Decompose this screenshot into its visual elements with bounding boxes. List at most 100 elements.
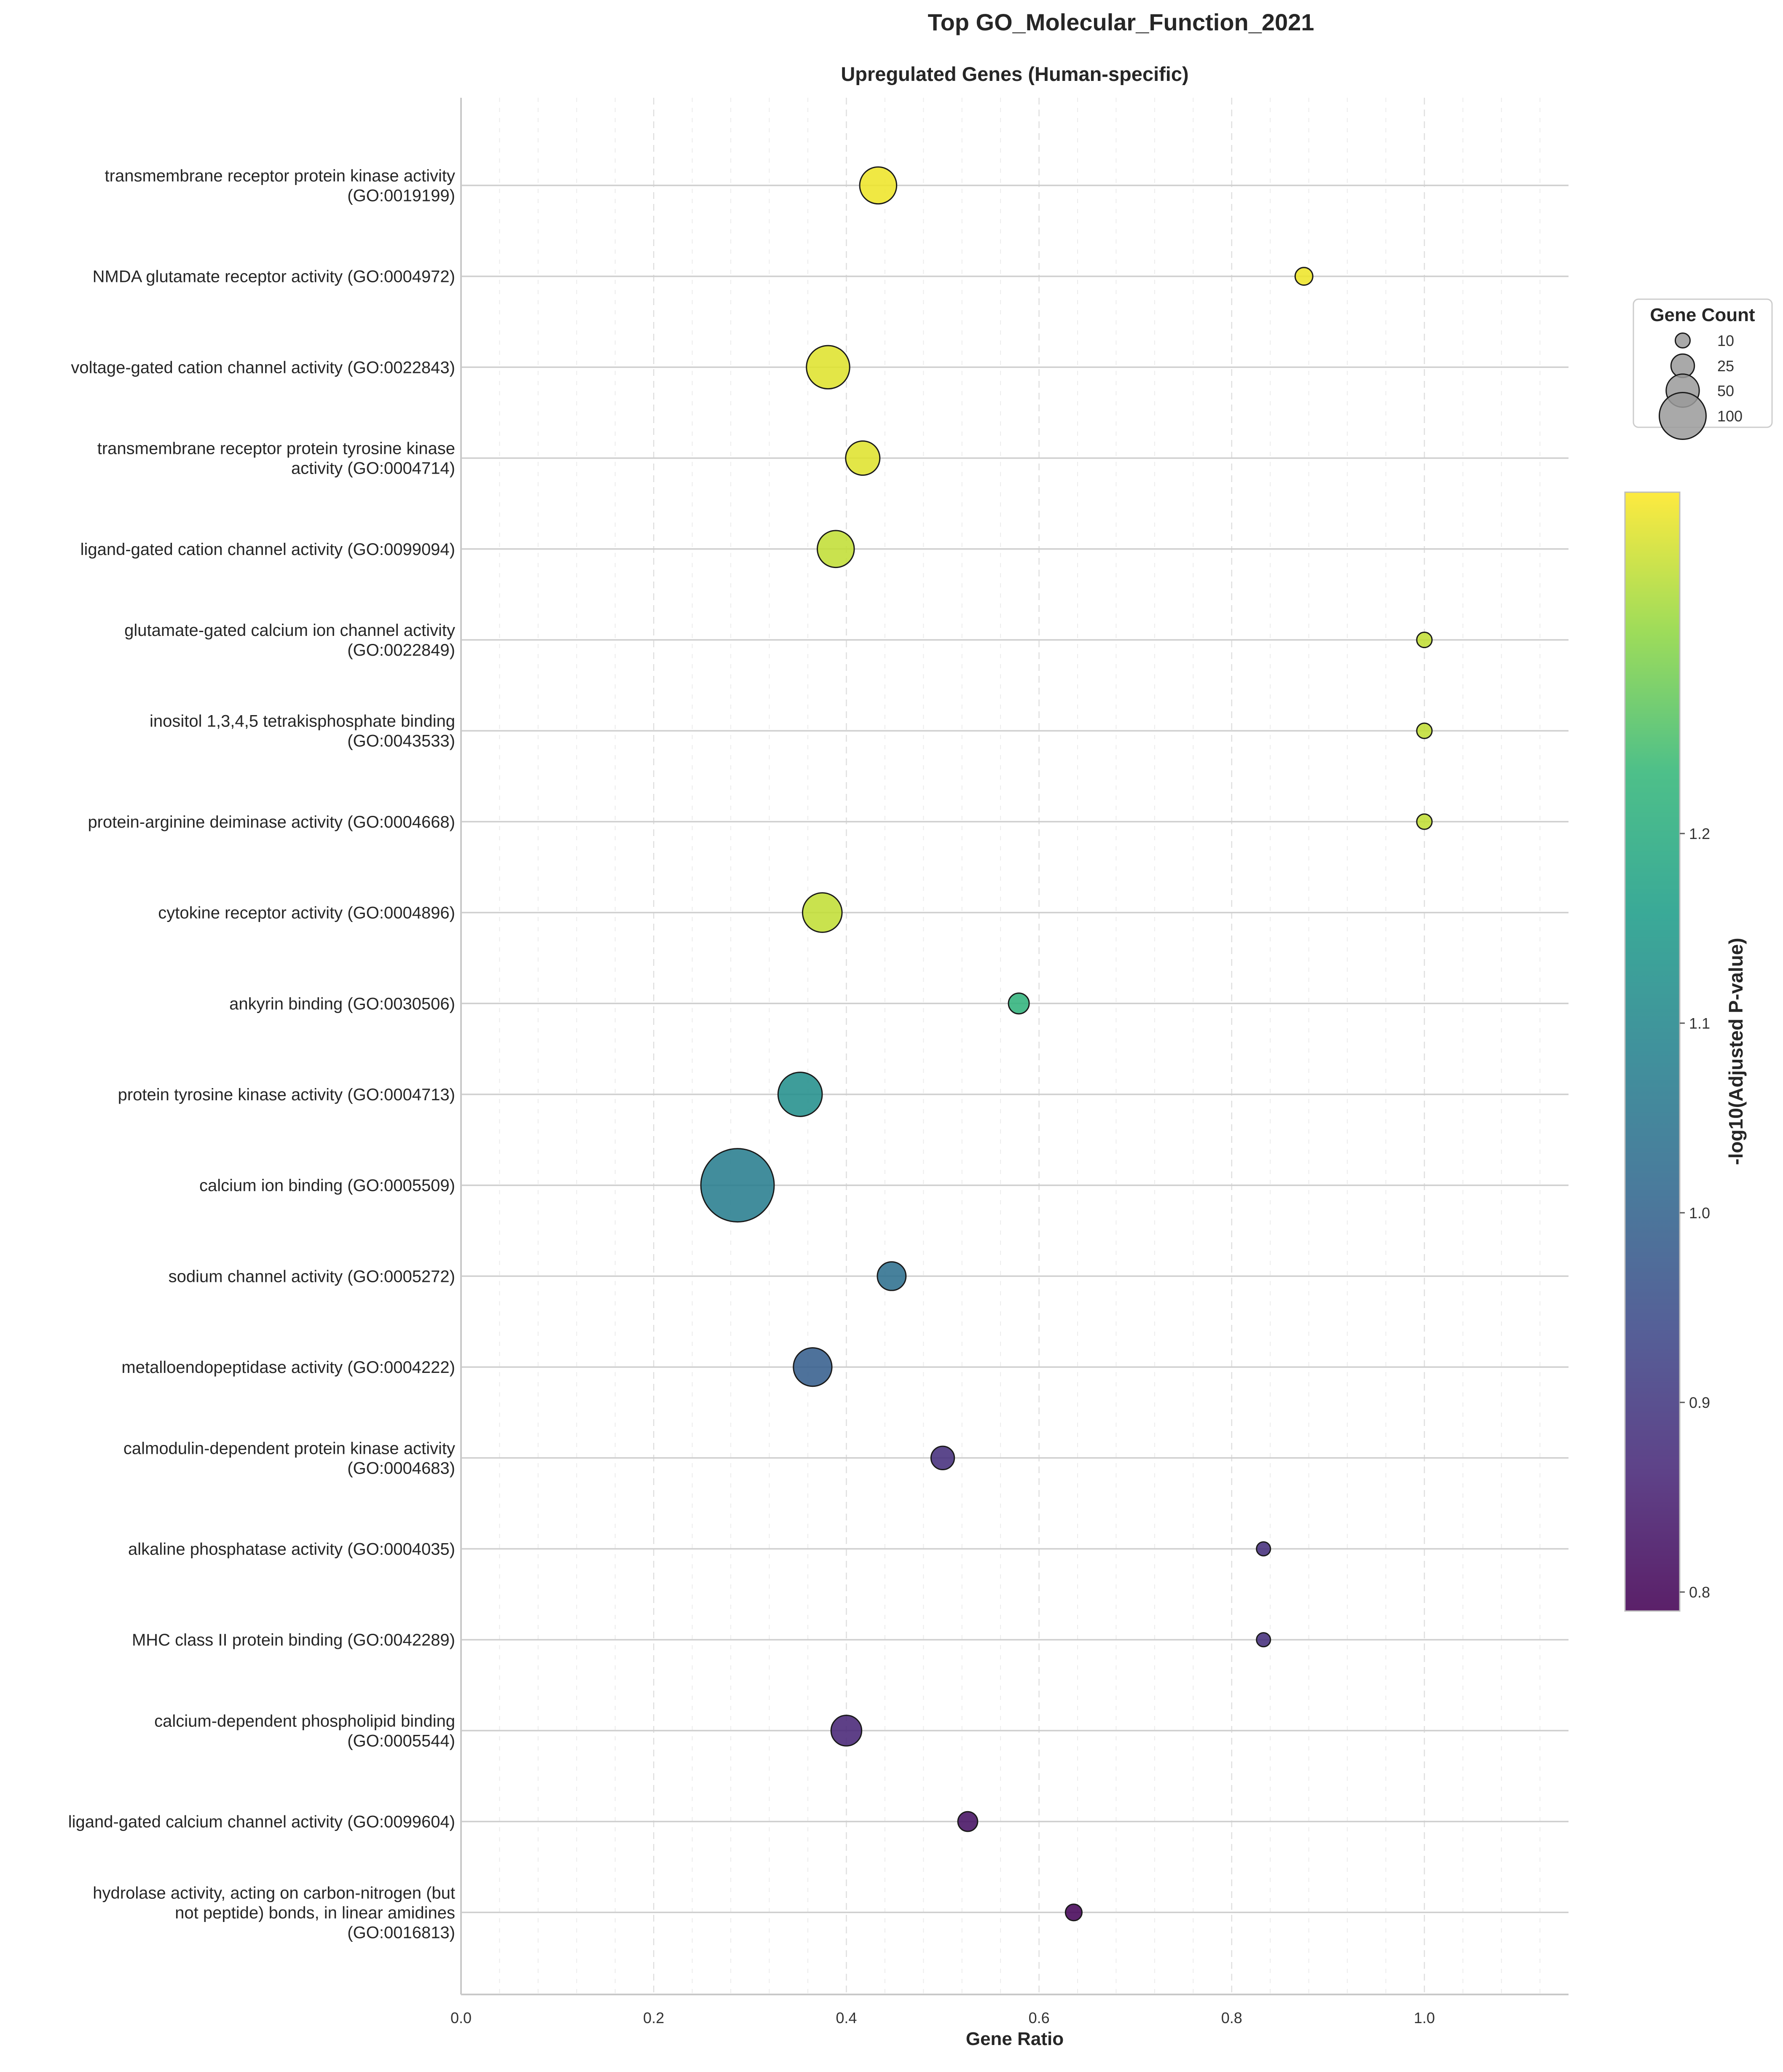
y-category-label-line: not peptide) bonds, in linear amidines: [175, 1903, 455, 1922]
y-category-label-line: calmodulin-dependent protein kinase acti…: [123, 1439, 455, 1458]
data-point: [777, 1072, 823, 1117]
size-legend-label: 50: [1717, 382, 1734, 399]
y-category-label-line: ankyrin binding (GO:0030506): [229, 994, 455, 1013]
data-point: [793, 1347, 833, 1387]
y-category-label-line: transmembrane receptor protein tyrosine …: [97, 440, 455, 458]
y-category-label: ankyrin binding (GO:0030506): [229, 994, 455, 1013]
y-category-label-line: metalloendopeptidase activity (GO:000422…: [121, 1358, 455, 1377]
y-category-label-line: MHC class II protein binding (GO:0042289…: [132, 1631, 455, 1649]
y-category-label-line: inositol 1,3,4,5 tetrakisphosphate bindi…: [150, 712, 455, 731]
y-category-label: metalloendopeptidase activity (GO:000422…: [121, 1358, 455, 1377]
data-point: [1256, 1632, 1271, 1648]
major-gridlines: [653, 98, 1425, 1994]
y-category-label-line: hydrolase activity, acting on carbon-nit…: [93, 1884, 455, 1902]
y-category-label: calcium ion binding (GO:0005509): [199, 1177, 455, 1195]
data-point: [1416, 631, 1433, 649]
colorbar: [1624, 491, 1681, 1612]
y-category-label-line: (GO:0005544): [347, 1732, 455, 1750]
size-legend-title: Gene Count: [1650, 305, 1755, 325]
y-category-label-line: (GO:0022849): [347, 641, 455, 659]
y-category-label-line: transmembrane receptor protein kinase ac…: [105, 167, 455, 185]
minor-gridlines: [499, 98, 1541, 1994]
chart-subtitle: Upregulated Genes (Human-specific): [841, 63, 1188, 85]
x-tick-label: 0.6: [1029, 2009, 1050, 2026]
x-tick-labels: 0.0 0.2 0.4 0.6 0.8 1.0: [450, 2009, 1435, 2026]
y-category-label: ligand-gated cation channel activity (GO…: [80, 540, 455, 559]
y-category-label-line: protein-arginine deiminase activity (GO:…: [88, 813, 455, 831]
y-category-label: voltage-gated cation channel activity (G…: [71, 358, 455, 377]
y-category-label-line: ligand-gated calcium channel activity (G…: [68, 1813, 455, 1831]
y-category-label: protein tyrosine kinase activity (GO:000…: [118, 1086, 455, 1104]
y-category-label-line: (GO:0004683): [347, 1459, 455, 1477]
y-category-label-line: sodium channel activity (GO:0005272): [169, 1267, 455, 1286]
data-point: [830, 1715, 863, 1747]
data-point: [1294, 267, 1314, 286]
y-category-label: transmembrane receptor protein kinase ac…: [105, 167, 455, 205]
data-point: [957, 1811, 979, 1832]
data-point: [1064, 1903, 1083, 1922]
colorbar-tick-label: 1.2: [1689, 825, 1710, 842]
row-lines: [461, 185, 1569, 1914]
colorbar-tick-label: 1.0: [1689, 1204, 1710, 1222]
size-legend-marker: [1674, 332, 1691, 349]
data-point: [700, 1148, 775, 1223]
y-category-label-line: NMDA glutamate receptor activity (GO:000…: [93, 268, 455, 286]
y-category-label: calcium-dependent phospholipid binding (G…: [154, 1712, 455, 1750]
data-point: [877, 1261, 907, 1291]
data-point: [816, 530, 855, 568]
y-category-label: sodium channel activity (GO:0005272): [169, 1267, 455, 1286]
y-category-label-line: protein tyrosine kinase activity (GO:000…: [118, 1086, 455, 1104]
colorbar-tick-label: 1.1: [1689, 1015, 1710, 1032]
data-point: [1008, 992, 1030, 1015]
colorbar-tick-label: 0.8: [1689, 1584, 1710, 1601]
y-category-label: hydrolase activity, acting on carbon-nit…: [93, 1884, 455, 1942]
y-category-label-line: (GO:0016813): [347, 1923, 455, 1942]
y-category-label: alkaline phosphatase activity (GO:000403…: [128, 1540, 455, 1559]
y-category-label: calmodulin-dependent protein kinase acti…: [123, 1439, 455, 1477]
x-tick-label: 1.0: [1414, 2009, 1435, 2026]
size-legend-label: 10: [1717, 332, 1734, 349]
data-point: [806, 345, 850, 390]
size-legend-label: 25: [1717, 357, 1734, 375]
y-category-label-line: cytokine receptor activity (GO:0004896): [158, 904, 455, 922]
y-category-label: transmembrane receptor protein tyrosine …: [97, 440, 455, 478]
y-category-label-line: (GO:0043533): [347, 732, 455, 751]
size-legend: Gene Count 10 25 50 100: [1633, 298, 1773, 440]
data-points: [700, 166, 1433, 1922]
y-category-label: cytokine receptor activity (GO:0004896): [158, 904, 455, 922]
data-point: [1416, 813, 1433, 830]
x-tick-label: 0.0: [450, 2009, 472, 2026]
x-tick-label: 0.2: [643, 2009, 664, 2026]
y-category-label-line: voltage-gated cation channel activity (G…: [71, 358, 455, 377]
data-point: [845, 440, 881, 476]
chart-title: Top GO_Molecular_Function_2021: [928, 9, 1314, 35]
y-category-label: NMDA glutamate receptor activity (GO:000…: [93, 268, 455, 286]
y-category-label-line: ligand-gated cation channel activity (GO…: [80, 540, 455, 559]
colorbar-label: -log10(Adjusted P-value): [1725, 938, 1747, 1165]
y-category-label: ligand-gated calcium channel activity (G…: [68, 1813, 455, 1831]
y-category-label: glutamate-gated calcium ion channel acti…: [124, 621, 455, 659]
y-category-label-line: glutamate-gated calcium ion channel acti…: [124, 621, 455, 640]
x-axis-label: Gene Ratio: [966, 2029, 1064, 2049]
y-category-labels: transmembrane receptor protein kinase ac…: [68, 167, 455, 1942]
y-category-label-line: activity (GO:0004714): [291, 459, 455, 478]
data-point: [859, 166, 898, 205]
data-point: [1416, 722, 1433, 739]
y-category-label-line: calcium ion binding (GO:0005509): [199, 1177, 455, 1195]
data-point: [930, 1445, 955, 1470]
y-category-label-line: alkaline phosphatase activity (GO:000403…: [128, 1540, 455, 1559]
colorbar-tick-label: 0.9: [1689, 1394, 1710, 1411]
size-legend-label: 100: [1717, 407, 1743, 425]
colorbar-ticks: 0.8 0.9 1.0 1.1 1.2: [1680, 825, 1710, 1601]
y-category-label: MHC class II protein binding (GO:0042289…: [132, 1631, 455, 1649]
size-legend-marker: [1659, 392, 1707, 440]
data-point: [1256, 1541, 1271, 1557]
y-category-label: protein-arginine deiminase activity (GO:…: [88, 813, 455, 831]
y-category-label-line: calcium-dependent phospholipid binding: [154, 1712, 455, 1730]
y-category-label-line: (GO:0019199): [347, 187, 455, 205]
data-point: [802, 892, 843, 933]
y-category-label: inositol 1,3,4,5 tetrakisphosphate bindi…: [150, 712, 455, 751]
x-tick-label: 0.8: [1221, 2009, 1242, 2026]
